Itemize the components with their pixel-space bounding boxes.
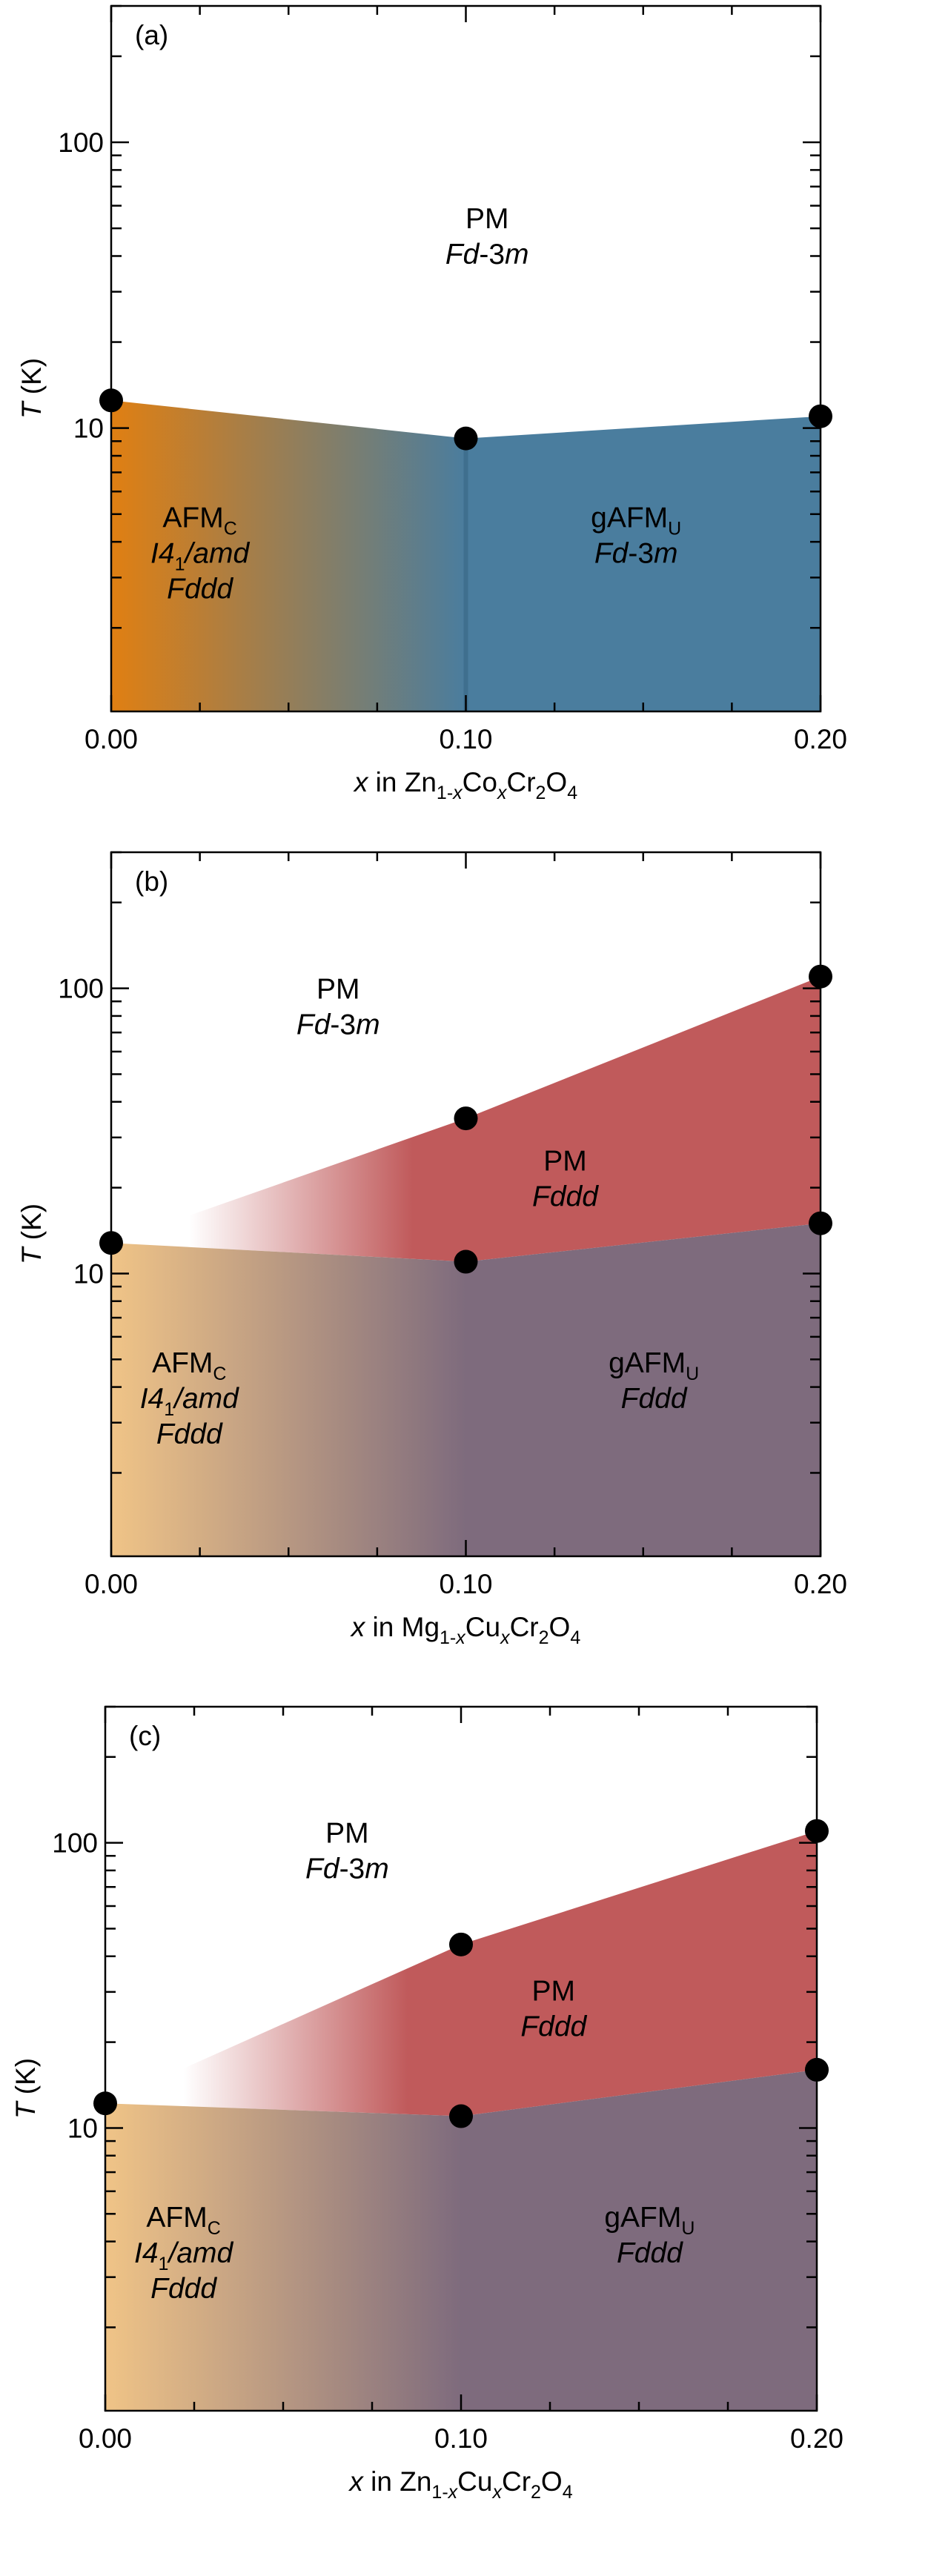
panel-b: 10 100 0.00 0.10 0.20 x in Mg1-xCuxCr2O4 T (K)… [16, 851, 847, 1648]
y-tick-label: 100 [58, 127, 104, 158]
phase-region-label: gAFMU [609, 1347, 699, 1384]
y-axis-title: T (K) [16, 358, 47, 419]
transition-point [809, 404, 832, 428]
pm-fddd-region-right [461, 1830, 817, 2117]
space-group-label: I41/amd [150, 537, 250, 574]
phase-region-label: AFMC [146, 2202, 220, 2239]
panel-label: (b) [135, 866, 168, 897]
space-group-label: Fddd [621, 1383, 688, 1415]
transition-point [99, 388, 123, 413]
transition-point [809, 964, 832, 989]
afm-c-region [111, 400, 466, 711]
phase-region-label: gAFMU [604, 2202, 695, 2239]
panel-label: (a) [135, 20, 168, 50]
transition-point [449, 2104, 473, 2128]
x-tick-label: 0.20 [794, 1569, 847, 1599]
transition-point [449, 1932, 473, 1956]
space-group-label: Fd-3m [445, 239, 529, 270]
y-tick-label: 10 [73, 414, 104, 444]
phase-region-label: gAFMU [591, 502, 681, 539]
x-tick-label: 0.10 [439, 1569, 492, 1599]
transition-point [454, 1249, 478, 1274]
transition-point [805, 2057, 829, 2082]
panel-a: 10 100 0.00 0.10 0.20 x in Zn1-xCoxCr2O4 T (K)… [16, 4, 847, 803]
transition-point [99, 1231, 123, 1255]
phase-region-label: PM [532, 1975, 576, 2007]
x-tick-label: 0.10 [434, 2423, 488, 2454]
pm-fddd-region-right [465, 976, 821, 1262]
panel-label: (c) [129, 1721, 161, 1751]
x-axis-title: x in Zn1-xCuxCr2O4 [348, 2466, 572, 2503]
transition-point [805, 1819, 829, 1843]
space-group-label: Fddd [617, 2237, 683, 2269]
x-axis-title: x in Zn1-xCoxCr2O4 [353, 767, 577, 803]
afm-c-region [111, 1243, 466, 1556]
x-tick-label: 0.20 [794, 724, 847, 754]
phase-region-label: AFMC [152, 1347, 226, 1384]
gafm-u-region [465, 1223, 821, 1556]
y-tick-label: 10 [67, 2113, 98, 2143]
y-tick-label: 10 [73, 1258, 104, 1289]
phase-region-label: PM [325, 1818, 369, 1850]
x-tick-label: 0.00 [84, 1569, 138, 1599]
pm-fddd-region-left [105, 1944, 461, 2117]
space-group-label: Fddd [532, 1181, 599, 1212]
space-group-label: Fddd [520, 2011, 587, 2042]
space-group-label: I41/amd [134, 2237, 233, 2274]
y-tick-label: 100 [52, 1828, 98, 1859]
transition-point [454, 1106, 478, 1131]
gafm-u-region [461, 2069, 817, 2411]
y-tick-label: 100 [58, 974, 104, 1004]
x-tick-label: 0.20 [790, 2423, 844, 2454]
transition-point [93, 2091, 117, 2116]
space-group-label: Fd-3m [296, 1009, 380, 1041]
space-group-label: I41/amd [140, 1383, 239, 1420]
space-group-label: Fd-3m [305, 1853, 389, 1885]
y-axis-title: T (K) [10, 2058, 41, 2119]
phase-region-label: AFMC [162, 502, 236, 539]
y-axis-title: T (K) [16, 1204, 47, 1264]
x-tick-label: 0.00 [84, 724, 138, 754]
x-axis-title: x in Mg1-xCuxCr2O4 [350, 1612, 581, 1648]
space-group-label: Fd-3m [594, 537, 678, 569]
x-tick-label: 0.00 [79, 2423, 132, 2454]
phase-region-label: PM [465, 203, 509, 235]
transition-point [454, 426, 478, 451]
panel-c: 10 100 0.00 0.10 0.20 x in Zn1-xCuxCr2O4 T (K)… [10, 1705, 844, 2503]
x-tick-label: 0.10 [439, 724, 492, 754]
space-group-label: Fddd [150, 2273, 217, 2305]
gafm-u-region [465, 416, 821, 711]
phase-region-label: PM [316, 974, 360, 1006]
phase-region-label: PM [543, 1145, 587, 1177]
space-group-label: Fddd [167, 573, 233, 605]
pm-fddd-region-left [111, 1118, 466, 1262]
transition-point [809, 1211, 832, 1235]
space-group-label: Fddd [156, 1418, 223, 1450]
afm-c-region [105, 2103, 461, 2411]
